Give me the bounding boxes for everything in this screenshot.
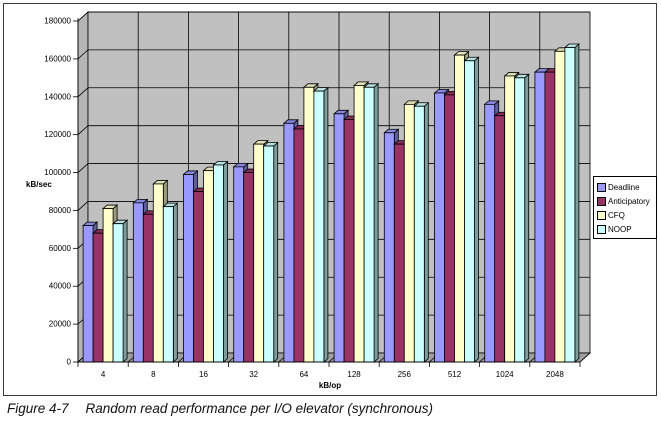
- bar-CFQ-4: [102, 208, 114, 363]
- bar-NOOP-256: [413, 105, 425, 363]
- bar-NOOP-512: [464, 60, 475, 363]
- bar-NOOP-32: [263, 145, 275, 363]
- bar-Deadline-16: [183, 174, 194, 363]
- bar-side-NOOP-16: [223, 160, 228, 363]
- x-category-label: 128: [347, 370, 361, 379]
- legend-item-anticipatory: Anticipatory: [597, 194, 654, 208]
- bar-Anticipatory-512: [444, 94, 455, 363]
- legend-item-deadline: Deadline: [597, 180, 654, 194]
- y-tick-label: 80000: [49, 206, 72, 215]
- bar-NOOP-16: [213, 164, 224, 363]
- bar-CFQ-32: [253, 143, 265, 363]
- y-tick-label: 140000: [44, 92, 71, 101]
- bar-Anticipatory-64: [293, 128, 305, 363]
- bar-side-NOOP-512: [474, 56, 479, 363]
- legend-label: Anticipatory: [608, 196, 650, 206]
- legend-swatch-icon: [597, 196, 606, 206]
- bar-side-NOOP-64: [323, 86, 329, 363]
- gridline-side: [77, 49, 89, 60]
- gridline-side: [77, 125, 89, 135]
- bar-side-NOOP-256: [423, 101, 429, 363]
- bar-Anticipatory-32: [243, 172, 255, 363]
- bar-Anticipatory-8: [142, 213, 154, 363]
- bar-side-NOOP-128: [373, 82, 379, 363]
- bar-Anticipatory-2048: [544, 71, 556, 363]
- legend-swatch-icon: [597, 210, 606, 220]
- x-category-label: 16: [199, 370, 208, 379]
- chart-legend: Deadline Anticipatory CFQ NOOP: [593, 176, 657, 239]
- figure-caption-text: Random read performance per I/O elevator…: [85, 401, 433, 416]
- bar-NOOP-64: [313, 90, 325, 363]
- bar-side-NOOP-4: [122, 219, 128, 363]
- x-category-label: 8: [151, 370, 156, 379]
- legend-item-noop: NOOP: [597, 222, 654, 236]
- bar-Deadline-2048: [534, 71, 546, 363]
- bar-CFQ-256: [403, 103, 415, 363]
- x-category-label: 2048: [546, 370, 564, 379]
- bar-Deadline-64: [283, 122, 295, 363]
- floor-separator: [579, 352, 591, 363]
- x-category-label: 64: [299, 370, 308, 379]
- bar-side-NOOP-32: [273, 141, 279, 363]
- bar-NOOP-4: [112, 223, 124, 363]
- y-tick-label: 180000: [44, 17, 71, 26]
- bar-CFQ-2048: [554, 50, 566, 363]
- y-tick-label: 120000: [44, 130, 71, 139]
- x-axis-title: kB/op: [318, 381, 342, 390]
- bar-NOOP-1024: [514, 77, 526, 363]
- bar-CFQ-64: [303, 86, 315, 363]
- figure-caption-label: Figure 4-7: [7, 401, 69, 416]
- bar-NOOP-128: [363, 86, 375, 363]
- y-tick-label: 0: [67, 358, 72, 367]
- legend-label: Deadline: [608, 182, 640, 192]
- bar-Anticipatory-1024: [494, 115, 506, 363]
- x-category-label: 256: [398, 370, 412, 379]
- bar-CFQ-1024: [504, 75, 516, 363]
- bar-Anticipatory-16: [193, 191, 204, 363]
- x-category-label: 512: [448, 370, 462, 379]
- gridline-side: [77, 87, 89, 98]
- y-tick-label: 100000: [44, 168, 71, 177]
- bar-Deadline-32: [233, 166, 245, 363]
- bar-side-NOOP-8: [172, 202, 178, 363]
- figure-caption: Figure 4-7 Random read performance per I/…: [7, 401, 433, 416]
- bar-CFQ-8: [152, 183, 164, 363]
- bar-Deadline-512: [434, 92, 445, 363]
- bar-NOOP-8: [162, 206, 174, 363]
- bar-Anticipatory-128: [343, 119, 355, 363]
- bar-Deadline-8: [132, 202, 144, 363]
- x-category-label: 1024: [496, 370, 514, 379]
- legend-swatch-icon: [597, 182, 606, 192]
- bar-Anticipatory-4: [92, 232, 104, 363]
- legend-label: CFQ: [608, 210, 625, 220]
- bar-Deadline-4: [82, 225, 94, 363]
- bar-side-NOOP-2048: [574, 43, 580, 363]
- gridline-side: [77, 163, 89, 173]
- bar-CFQ-512: [454, 54, 465, 363]
- bar-Deadline-128: [333, 113, 345, 363]
- bar-CFQ-16: [203, 170, 214, 363]
- bar-Anticipatory-256: [393, 143, 405, 363]
- gridline-side: [77, 201, 89, 211]
- legend-swatch-icon: [597, 224, 606, 234]
- bar-NOOP-2048: [564, 47, 576, 363]
- bar-Deadline-1024: [484, 103, 496, 363]
- x-category-label: 4: [101, 370, 106, 379]
- y-tick-label: 160000: [44, 54, 71, 63]
- y-axis-title: kB/sec: [26, 180, 52, 189]
- bar-Deadline-256: [383, 132, 395, 363]
- y-tick-label: 40000: [49, 282, 72, 291]
- legend-label: NOOP: [608, 224, 632, 234]
- bar-side-NOOP-1024: [524, 73, 530, 363]
- x-category-label: 32: [249, 370, 258, 379]
- y-tick-label: 20000: [49, 320, 72, 329]
- legend-item-cfq: CFQ: [597, 208, 654, 222]
- gridline-side: [77, 11, 89, 22]
- y-tick-label: 60000: [49, 244, 72, 253]
- bar-CFQ-128: [353, 85, 365, 363]
